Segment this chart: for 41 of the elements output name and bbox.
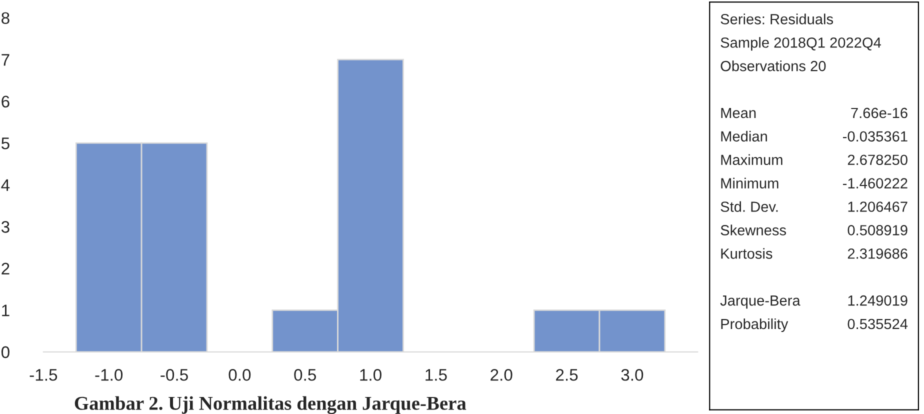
data-label: 2.678250: [848, 154, 908, 166]
category-label: Maximum: [721, 154, 782, 166]
y-tick-label: 3: [1, 221, 10, 233]
category-label: Std. Dev.: [720, 201, 778, 212]
category-label: Jarque-Bera: [720, 296, 800, 309]
y-tick-label: 0: [1, 346, 10, 358]
data-label: 0.535524: [848, 318, 908, 330]
text: Gambar 2. Uji Normalitas dengan Jarque-Bera: [74, 396, 466, 414]
text: Sample 2018Q1 2022Q4: [720, 37, 881, 51]
data-label: -0.035361: [842, 131, 908, 142]
category-label: Median: [721, 130, 767, 142]
x-tick-label: -1.0: [95, 369, 123, 381]
x-tick-label: -1.5: [30, 369, 58, 381]
y-tick-label: 1: [2, 304, 10, 316]
text: Series: Residuals: [720, 14, 834, 24]
y-tick-label: 8: [2, 12, 10, 24]
x-tick-label: 3.0: [621, 369, 644, 381]
data-label: 1.249019: [848, 295, 908, 306]
category-label: Minimum: [721, 178, 778, 188]
x-tick-label: 0.0: [228, 369, 251, 381]
data-label: 7.66e-16: [851, 108, 908, 118]
y-tick-label: 5: [1, 138, 10, 150]
data-label: -1.460222: [842, 178, 908, 188]
category-label: Mean: [721, 108, 756, 118]
y-tick-label: 7: [2, 54, 10, 66]
y-tick-label: 2: [2, 262, 10, 274]
x-tick-label: 2.0: [490, 369, 512, 381]
y-tick-label: 6: [2, 96, 10, 108]
category-label: Probability: [721, 318, 788, 332]
x-tick-label: 0.5: [294, 369, 316, 381]
data-label: 0.508919: [848, 225, 908, 236]
category-label: Skewness: [720, 224, 786, 236]
data-label: 1.206467: [848, 202, 908, 212]
x-tick-label: 1.5: [426, 369, 447, 381]
y-tick-label: 4: [1, 179, 10, 191]
text: Observations 20: [720, 60, 826, 72]
x-tick-label: -0.5: [160, 369, 188, 381]
x-tick-label: 2.5: [556, 369, 578, 381]
category-label: Kurtosis: [721, 248, 772, 259]
x-tick-label: 1.0: [360, 369, 382, 381]
data-label: 2.319686: [848, 248, 908, 259]
